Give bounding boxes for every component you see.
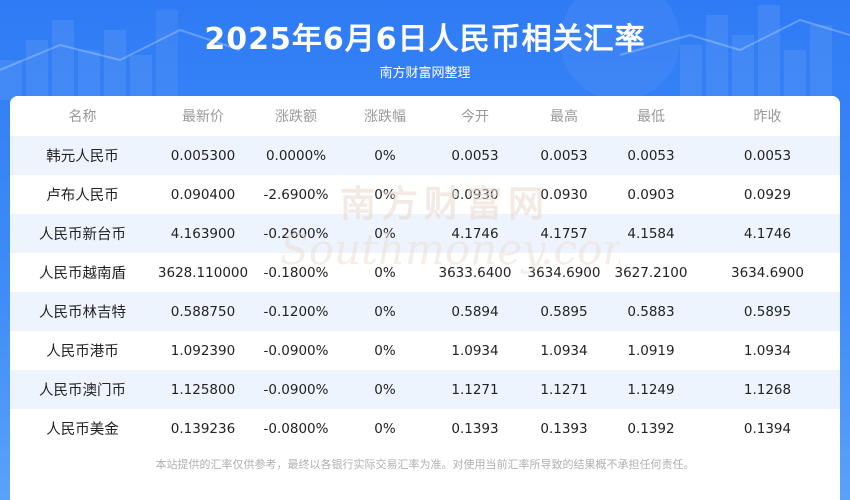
- low-price: 1.0919: [607, 331, 695, 370]
- column-header-latest: 最新价: [155, 96, 251, 136]
- latest-price: 4.163900: [155, 214, 251, 253]
- change-percent: 0%: [341, 136, 429, 175]
- column-header-high: 最高: [521, 96, 607, 136]
- column-header-low: 最低: [607, 96, 695, 136]
- high-price: 1.0934: [521, 331, 607, 370]
- prev-close: 0.0929: [695, 175, 840, 214]
- open-price: 0.0053: [429, 136, 521, 175]
- currency-name: 人民币林吉特: [10, 292, 155, 331]
- change-percent: 0%: [341, 370, 429, 409]
- column-header-name: 名称: [10, 96, 155, 136]
- change-percent: 0%: [341, 175, 429, 214]
- page-footer: 本站提供的汇率仅供参考，最终以各银行实际交易汇率为准。对使用当前汇率所导致的结果…: [10, 454, 840, 500]
- change-amount: -2.6900%: [251, 175, 341, 214]
- low-price: 0.5883: [607, 292, 695, 331]
- change-amount: -0.0900%: [251, 370, 341, 409]
- change-amount: 0.0000%: [251, 136, 341, 175]
- currency-name: 人民币新台币: [10, 214, 155, 253]
- change-percent: 0%: [341, 214, 429, 253]
- high-price: 0.0930: [521, 175, 607, 214]
- latest-price: 3628.110000: [155, 253, 251, 292]
- prev-close: 4.1746: [695, 214, 840, 253]
- high-price: 0.5895: [521, 292, 607, 331]
- column-header-open: 今开: [429, 96, 521, 136]
- change-percent: 0%: [341, 292, 429, 331]
- open-price: 1.1271: [429, 370, 521, 409]
- table-row: 卢布人民币 0.090400 -2.6900% 0% 0.0930 0.0930…: [10, 175, 840, 214]
- open-price: 3633.6400: [429, 253, 521, 292]
- prev-close: 0.1394: [695, 409, 840, 448]
- exchange-rate-table: 名称 最新价 涨跌额 涨跌幅 今开 最高 最低 昨收 韩元人民币 0.00530…: [10, 96, 840, 448]
- open-price: 0.1393: [429, 409, 521, 448]
- low-price: 4.1584: [607, 214, 695, 253]
- currency-name: 人民币越南盾: [10, 253, 155, 292]
- currency-name: 卢布人民币: [10, 175, 155, 214]
- change-amount: -0.0800%: [251, 409, 341, 448]
- page-header: 2025年6月6日人民币相关汇率 南方财富网整理: [0, 0, 850, 96]
- table-row: 韩元人民币 0.005300 0.0000% 0% 0.0053 0.0053 …: [10, 136, 840, 175]
- low-price: 1.1249: [607, 370, 695, 409]
- high-price: 1.1271: [521, 370, 607, 409]
- change-amount: -0.1200%: [251, 292, 341, 331]
- latest-price: 0.090400: [155, 175, 251, 214]
- table-header-row: 名称 最新价 涨跌额 涨跌幅 今开 最高 最低 昨收: [10, 96, 840, 136]
- column-header-change: 涨跌额: [251, 96, 341, 136]
- prev-close: 0.5895: [695, 292, 840, 331]
- latest-price: 1.125800: [155, 370, 251, 409]
- open-price: 4.1746: [429, 214, 521, 253]
- change-percent: 0%: [341, 253, 429, 292]
- prev-close: 3634.6900: [695, 253, 840, 292]
- latest-price: 0.005300: [155, 136, 251, 175]
- change-percent: 0%: [341, 409, 429, 448]
- low-price: 3627.2100: [607, 253, 695, 292]
- column-header-change-pct: 涨跌幅: [341, 96, 429, 136]
- low-price: 0.0903: [607, 175, 695, 214]
- rate-table-card: 名称 最新价 涨跌额 涨跌幅 今开 最高 最低 昨收 韩元人民币 0.00530…: [10, 96, 840, 454]
- disclaimer-text: 本站提供的汇率仅供参考，最终以各银行实际交易汇率为准。对使用当前汇率所导致的结果…: [155, 458, 695, 471]
- prev-close: 1.0934: [695, 331, 840, 370]
- currency-name: 韩元人民币: [10, 136, 155, 175]
- change-amount: -0.1800%: [251, 253, 341, 292]
- table-row: 人民币美金 0.139236 -0.0800% 0% 0.1393 0.1393…: [10, 409, 840, 448]
- header-background-decoration: [0, 0, 850, 100]
- latest-price: 0.588750: [155, 292, 251, 331]
- low-price: 0.1392: [607, 409, 695, 448]
- open-price: 1.0934: [429, 331, 521, 370]
- prev-close: 0.0053: [695, 136, 840, 175]
- page-subtitle: 南方财富网整理: [379, 66, 471, 81]
- change-amount: -0.2600%: [251, 214, 341, 253]
- high-price: 0.1393: [521, 409, 607, 448]
- change-amount: -0.0900%: [251, 331, 341, 370]
- low-price: 0.0053: [607, 136, 695, 175]
- high-price: 0.0053: [521, 136, 607, 175]
- open-price: 0.0930: [429, 175, 521, 214]
- currency-name: 人民币澳门币: [10, 370, 155, 409]
- page-title: 2025年6月6日人民币相关汇率: [204, 22, 646, 57]
- column-header-prev-close: 昨收: [695, 96, 840, 136]
- table-row: 人民币港币 1.092390 -0.0900% 0% 1.0934 1.0934…: [10, 331, 840, 370]
- prev-close: 1.1268: [695, 370, 840, 409]
- latest-price: 1.092390: [155, 331, 251, 370]
- open-price: 0.5894: [429, 292, 521, 331]
- table-row: 人民币越南盾 3628.110000 -0.1800% 0% 3633.6400…: [10, 253, 840, 292]
- change-percent: 0%: [341, 331, 429, 370]
- currency-name: 人民币美金: [10, 409, 155, 448]
- table-row: 人民币新台币 4.163900 -0.2600% 0% 4.1746 4.175…: [10, 214, 840, 253]
- table-row: 人民币澳门币 1.125800 -0.0900% 0% 1.1271 1.127…: [10, 370, 840, 409]
- latest-price: 0.139236: [155, 409, 251, 448]
- high-price: 3634.6900: [521, 253, 607, 292]
- high-price: 4.1757: [521, 214, 607, 253]
- table-row: 人民币林吉特 0.588750 -0.1200% 0% 0.5894 0.589…: [10, 292, 840, 331]
- currency-name: 人民币港币: [10, 331, 155, 370]
